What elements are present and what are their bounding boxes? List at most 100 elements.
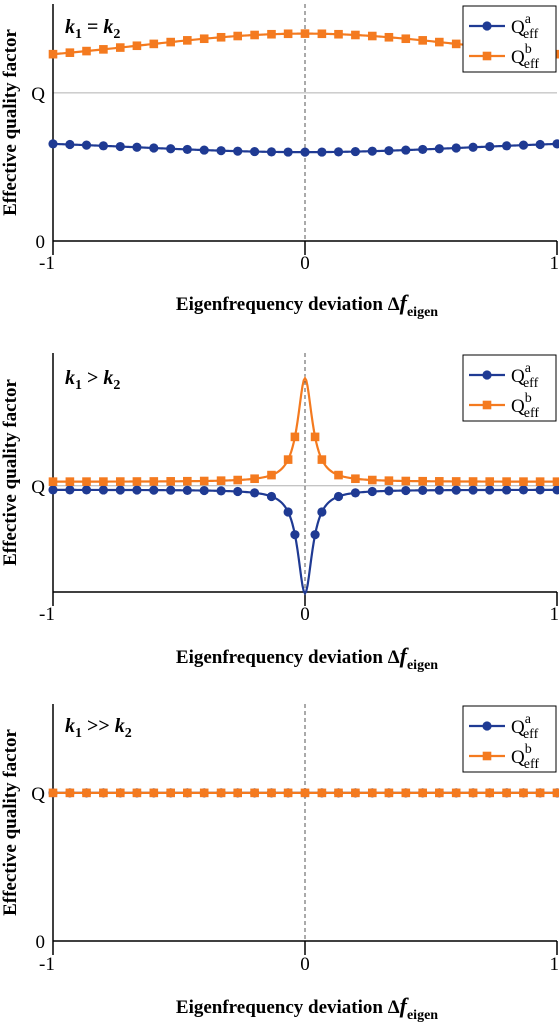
- series-a-point: [418, 485, 428, 495]
- series-a-point: [350, 488, 360, 498]
- series-b-point: [435, 37, 444, 47]
- legend-a-label: Qa eff: [511, 361, 539, 391]
- y-axis-title: Effective quality factor: [0, 29, 21, 216]
- series-a-point: [552, 485, 559, 495]
- series-b-point: [317, 455, 327, 464]
- series-b-point: [283, 788, 293, 798]
- series-b-point: [99, 45, 108, 54]
- series-b: [48, 376, 559, 486]
- series-b-point: [485, 477, 495, 486]
- series-a-point: [199, 145, 209, 155]
- legend-box: [462, 705, 557, 773]
- series-a-point: [518, 140, 529, 150]
- series-a-point: [233, 486, 243, 497]
- series-a-point: [182, 144, 192, 155]
- y-axis-title: Effective quality factor: [0, 379, 21, 566]
- y-tick-label: 0: [36, 932, 46, 953]
- series-b-point: [435, 477, 444, 486]
- series-b-point: [310, 432, 320, 442]
- series-b-point: [367, 475, 377, 485]
- x-axis-title: Eigenfrequency deviation Δfeigen: [176, 643, 438, 673]
- series-b-point: [132, 788, 142, 798]
- legend-a-marker: [482, 21, 492, 31]
- series-b-point: [267, 470, 276, 480]
- series-a-point: [384, 486, 394, 496]
- series-b-point: [233, 31, 243, 41]
- y-tick-label: Q: [31, 477, 45, 498]
- series-b-point: [384, 788, 394, 798]
- series-a-point: [65, 485, 75, 495]
- series-b-point: [216, 476, 226, 485]
- series-b-point: [418, 36, 427, 45]
- series-a-point: [182, 485, 192, 495]
- series-b-point: [317, 788, 327, 798]
- series-a-point: [266, 491, 277, 502]
- series-a-point: [485, 485, 495, 495]
- x-axis-title: Eigenfrequency deviation Δfeigen: [176, 290, 438, 320]
- series-b-point: [418, 476, 427, 486]
- series-b-point: [216, 32, 226, 42]
- series-b-point: [334, 788, 343, 798]
- series-a-point: [98, 485, 108, 495]
- x-tick-label: 1: [550, 253, 559, 274]
- series-b-point: [183, 476, 192, 486]
- series-b-point: [48, 49, 58, 59]
- series-a-point: [434, 144, 444, 154]
- series-a-point: [434, 485, 444, 495]
- series-a-point: [451, 485, 461, 495]
- x-tick-label: 0: [300, 954, 310, 975]
- series-a-point: [350, 146, 360, 157]
- x-axis-title: Eigenfrequency deviation Δfeigen: [176, 993, 438, 1023]
- legend-a-marker: [482, 721, 492, 731]
- series-a-point: [401, 485, 411, 496]
- legend-b-label: Qb eff: [511, 391, 539, 421]
- series-a-point: [132, 142, 142, 152]
- series-b-point: [283, 29, 293, 39]
- y-tick-label: 0: [36, 232, 46, 253]
- series-a-point: [132, 485, 142, 495]
- series-b-point: [502, 477, 511, 486]
- series-b-point: [418, 788, 427, 798]
- series-b-point: [367, 788, 377, 798]
- legend-box: [462, 5, 557, 73]
- series-a-point: [468, 142, 478, 152]
- series-b-point: [48, 788, 58, 798]
- series-b-point: [65, 788, 75, 798]
- series-a-point: [166, 485, 176, 495]
- series-b-point: [166, 477, 175, 486]
- series-a-point: [317, 507, 327, 517]
- series-b-point: [166, 37, 175, 47]
- series-b-point: [183, 36, 192, 45]
- legend-b-marker: [482, 400, 492, 410]
- series-a-point: [367, 486, 377, 497]
- series-b-point: [250, 474, 259, 484]
- series-a-point: [81, 140, 92, 150]
- series-a-point: [283, 147, 293, 157]
- series-a-point: [290, 530, 300, 540]
- series-a-point: [48, 139, 58, 149]
- series-b-point: [233, 788, 243, 798]
- series-b-point: [199, 788, 209, 798]
- legend-box: [462, 354, 557, 422]
- series-a-point: [333, 147, 344, 157]
- series-a-point: [468, 485, 478, 495]
- series-b-point: [351, 30, 360, 40]
- series-b-point: [351, 474, 360, 484]
- series-b-point: [149, 39, 159, 49]
- series-a: [48, 139, 559, 157]
- series-a-point: [552, 139, 559, 149]
- series-a-point: [401, 145, 411, 155]
- series-b-point: [519, 788, 528, 798]
- legend-b-label: Qb eff: [511, 742, 539, 772]
- series-b-point: [502, 788, 511, 798]
- series-b-point: [132, 41, 142, 51]
- series-a-point: [115, 141, 125, 152]
- x-tick-label: -1: [39, 604, 55, 625]
- series-a-point: [535, 485, 545, 495]
- y-axis-title: Effective quality factor: [0, 729, 21, 916]
- series-a-point: [216, 486, 226, 496]
- series-b-point: [65, 48, 75, 57]
- legend-a-label: Qa eff: [511, 712, 539, 742]
